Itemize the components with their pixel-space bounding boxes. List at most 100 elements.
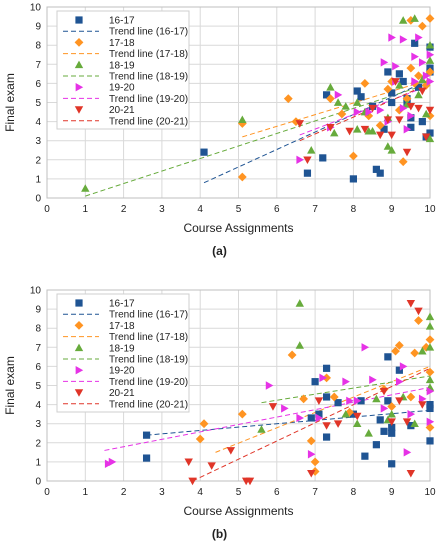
x-tick-label: 6	[274, 204, 280, 215]
data-point	[426, 77, 435, 86]
data-point	[376, 131, 385, 140]
data-point	[341, 102, 350, 110]
data-point	[108, 457, 117, 467]
x-tick-label: 1	[83, 204, 89, 215]
data-point	[406, 63, 416, 73]
data-point	[398, 157, 408, 167]
data-point	[426, 129, 434, 137]
data-point	[407, 123, 415, 131]
data-point	[387, 418, 396, 426]
data-point	[426, 404, 434, 413]
data-point	[422, 71, 431, 80]
data-point	[319, 373, 327, 383]
data-point	[315, 413, 324, 423]
y-tick-label: 8	[35, 41, 41, 52]
data-point	[399, 77, 407, 86]
data-point	[410, 14, 419, 22]
series-20-21	[184, 300, 427, 486]
x-tick-label: 9	[389, 487, 395, 498]
y-axis-label: Final exam	[3, 356, 17, 415]
x-tick-label: 9	[389, 204, 395, 215]
data-point	[188, 477, 197, 486]
data-point	[411, 77, 419, 86]
data-point	[207, 462, 216, 470]
data-point	[383, 142, 393, 150]
plot-area	[46, 6, 431, 199]
data-point	[418, 87, 427, 96]
data-point	[402, 148, 412, 157]
legend-marker	[75, 366, 84, 375]
legend-label: 18-19	[109, 343, 135, 354]
x-tick-label: 1	[83, 487, 89, 498]
data-point	[391, 346, 400, 356]
data-point	[406, 392, 416, 402]
trend-line-18-19	[261, 375, 431, 404]
data-point	[322, 364, 331, 372]
data-point	[357, 93, 365, 101]
data-point	[349, 151, 358, 161]
x-tick-label: 10	[424, 487, 436, 498]
data-point	[387, 402, 397, 411]
legend-label: 20-21	[109, 388, 135, 399]
data-point	[411, 52, 419, 61]
data-point	[418, 394, 427, 404]
legend-label: 16-17	[109, 299, 135, 310]
x-tick-label: 7	[312, 204, 318, 215]
data-point	[281, 404, 289, 413]
data-point	[299, 394, 309, 404]
y-tick-label: 0	[35, 477, 41, 488]
data-point	[268, 403, 278, 411]
x-tick-label: 6	[274, 487, 280, 498]
data-point	[425, 134, 435, 143]
chart-panel-b: 0 1 2 3 4 5 6 7 8 9 10 0 1 2 3 4 5 6 7 8 9 10 Course Assignmen…	[3, 286, 436, 542]
x-tick-label: 4	[197, 487, 203, 498]
legend-label: Trend line (17-18)	[109, 332, 188, 343]
data-point	[410, 348, 420, 358]
x-tick-label: 3	[159, 487, 165, 498]
data-point	[368, 104, 377, 113]
data-point	[392, 62, 400, 71]
trend-line-19-20	[299, 84, 431, 136]
data-point	[311, 378, 319, 386]
data-point	[322, 393, 331, 401]
y-tick-label: 9	[35, 22, 41, 33]
data-point	[184, 458, 193, 467]
data-point	[425, 367, 435, 377]
y-axis-label: Final exam	[3, 73, 17, 132]
data-point	[349, 410, 357, 418]
legend-label: 20-21	[109, 105, 135, 116]
data-point	[379, 387, 389, 396]
data-point	[418, 401, 427, 409]
data-point	[238, 115, 247, 124]
legend-label: 17-18	[109, 38, 135, 49]
data-point	[426, 50, 435, 59]
data-point	[237, 409, 247, 419]
data-point	[361, 343, 370, 352]
x-axis-label: Course Assignments	[183, 221, 293, 235]
legend-marker	[75, 83, 84, 92]
data-point	[333, 420, 343, 428]
data-point	[403, 125, 412, 134]
data-point	[257, 425, 266, 433]
data-point	[307, 146, 316, 154]
trend-line-17-18	[215, 365, 431, 453]
data-point	[104, 459, 113, 469]
data-point	[337, 109, 347, 119]
data-point	[426, 387, 435, 396]
y-tick-label: 2	[35, 438, 41, 449]
data-point	[384, 397, 392, 405]
data-point	[310, 457, 320, 467]
x-tick-label: 5	[236, 204, 242, 215]
data-point	[388, 98, 396, 107]
data-point	[369, 375, 377, 384]
data-point	[296, 155, 304, 164]
data-point	[330, 128, 339, 137]
data-point	[387, 146, 396, 154]
data-point	[380, 404, 389, 413]
data-point	[353, 98, 362, 106]
data-point	[353, 419, 362, 428]
data-point	[418, 118, 426, 126]
data-point	[341, 409, 350, 418]
data-point	[245, 477, 255, 486]
data-point	[322, 91, 331, 99]
